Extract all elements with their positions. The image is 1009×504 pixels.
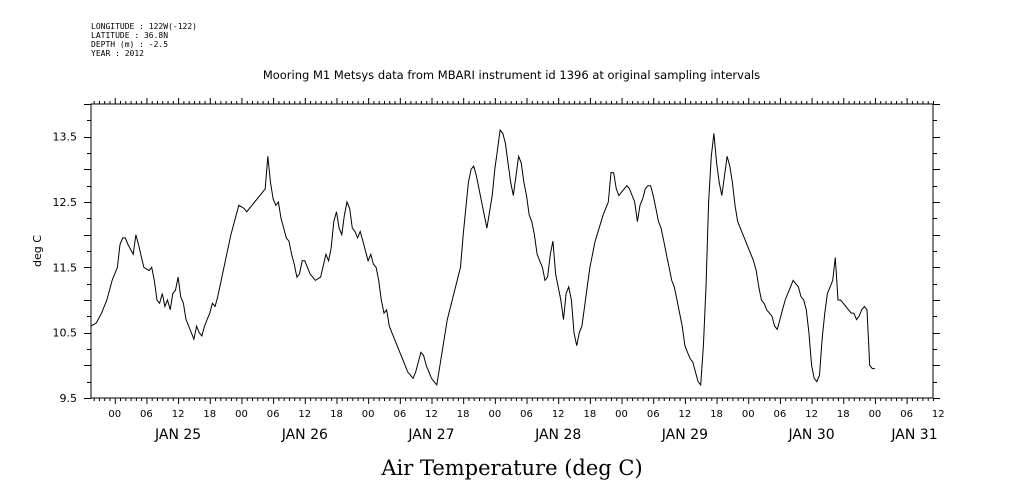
depth-text: DEPTH (m) : -2.5 — [91, 40, 169, 49]
x-tick-label: 18 — [330, 409, 343, 420]
x-tick-label: 06 — [140, 409, 153, 420]
day-label: JAN 29 — [661, 427, 708, 443]
x-tick-label: 06 — [267, 409, 280, 420]
x-tick-labels: 00 06 12 18 00 06 12 18 00 06 12 18 00 06 12 18 00 06 12 18… — [108, 409, 944, 420]
day-labels: JAN 25 JAN 26 JAN 27 JAN 28 JAN 29 JAN 30 JAN … — [154, 427, 938, 443]
x-tick-label: 06 — [900, 409, 913, 420]
x-tick-label: 00 — [869, 409, 882, 420]
axis-ticks — [84, 98, 940, 404]
day-label: JAN 31 — [890, 427, 937, 443]
x-tick-label: 12 — [679, 409, 692, 420]
x-tick-label: 00 — [742, 409, 755, 420]
plot-frame — [90, 103, 934, 399]
x-tick-label: 18 — [457, 409, 470, 420]
x-tick-label: 18 — [837, 409, 850, 420]
x-tick-label: 06 — [520, 409, 533, 420]
x-tick-label: 12 — [425, 409, 438, 420]
chart-title: Mooring M1 Metsys data from MBARI instru… — [262, 68, 761, 82]
y-tick-label: 12.5 — [53, 196, 78, 209]
day-label: JAN 27 — [407, 427, 454, 443]
day-label: JAN 28 — [534, 427, 581, 443]
y-axis-label: deg C — [31, 235, 44, 267]
x-tick-label: 00 — [362, 409, 375, 420]
x-tick-label: 12 — [932, 409, 945, 420]
latitude-text: LATITUDE : 36.8N — [91, 31, 169, 40]
mooring-metadata: LONGITUDE : 122W(-122) LATITUDE : 36.8N … — [91, 22, 197, 58]
air-temperature-series-line — [90, 128, 875, 387]
x-tick-label: 00 — [615, 409, 628, 420]
x-tick-label: 06 — [393, 409, 406, 420]
y-tick-label: 13.5 — [53, 131, 78, 144]
x-tick-label: 06 — [647, 409, 660, 420]
x-tick-label: 12 — [298, 409, 311, 420]
x-tick-label: 18 — [710, 409, 723, 420]
chart-title-container: Mooring M1 Metsys data from MBARI instru… — [0, 68, 1009, 82]
day-label: JAN 26 — [281, 427, 328, 443]
x-axis-label: Air Temperature (deg C) — [380, 456, 642, 480]
x-tick-label: 12 — [552, 409, 565, 420]
y-tick-label: 9.5 — [60, 392, 78, 405]
y-tick-label: 11.5 — [53, 261, 78, 274]
x-tick-label: 18 — [203, 409, 216, 420]
x-tick-label: 18 — [583, 409, 596, 420]
x-tick-label: 06 — [774, 409, 787, 420]
y-tick-label: 10.5 — [53, 327, 78, 340]
year-text: YEAR : 2012 — [91, 49, 144, 58]
y-tick-labels: 9.5 10.5 11.5 12.5 13.5 — [53, 131, 78, 405]
day-label: JAN 30 — [787, 427, 834, 443]
x-tick-label: 00 — [235, 409, 248, 420]
longitude-text: LONGITUDE : 122W(-122) — [91, 22, 197, 31]
x-tick-label: 00 — [488, 409, 501, 420]
day-label: JAN 25 — [154, 427, 201, 443]
x-tick-label: 00 — [108, 409, 121, 420]
x-tick-label: 12 — [805, 409, 818, 420]
x-tick-label: 12 — [172, 409, 185, 420]
